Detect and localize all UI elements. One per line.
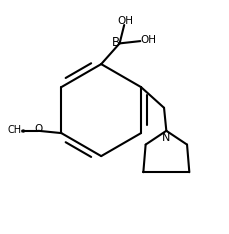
Text: CH₃: CH₃	[7, 125, 25, 135]
Text: B: B	[112, 36, 120, 49]
Text: OH: OH	[117, 16, 133, 26]
Text: O: O	[34, 124, 42, 134]
Text: N: N	[161, 133, 170, 143]
Text: OH: OH	[140, 35, 156, 45]
